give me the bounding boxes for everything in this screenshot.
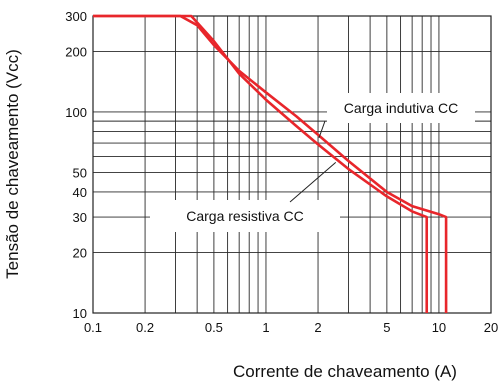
x-tick-label: 0.5: [205, 320, 223, 335]
annotation-label: Carga resistiva CC: [186, 208, 303, 224]
annotation-box: [150, 200, 340, 232]
x-tick-label: 5: [383, 320, 390, 335]
y-tick-label: 100: [65, 105, 87, 120]
grid: [93, 16, 491, 313]
tick-labels: 0.1 0.2 0.5 1 2 5 10 20 10 20 30 40 50 100 200 300: [65, 9, 498, 335]
y-axis-title: Tensão de chaveamento (Vcc): [3, 49, 22, 279]
annotation-box: [327, 93, 475, 123]
x-tick-label: 0.2: [136, 320, 154, 335]
annotations: Carga indutiva CC Carga resistiva CC: [186, 100, 458, 224]
x-axis-title: Corrente de chaveamento (A): [233, 362, 457, 381]
x-tick-label: 20: [484, 320, 498, 335]
y-tick-label: 30: [73, 210, 87, 225]
y-tick-label: 40: [73, 185, 87, 200]
plot-frame: [92, 15, 492, 314]
x-tick-label: 2: [314, 320, 321, 335]
series-line: [93, 14, 429, 313]
leader-line: [318, 120, 326, 138]
annotation-label: Carga indutiva CC: [344, 100, 458, 116]
x-tick-label: 0.1: [84, 320, 102, 335]
y-tick-label: 10: [73, 306, 87, 321]
x-tick-label: 10: [432, 320, 446, 335]
y-tick-label: 200: [65, 44, 87, 59]
leader-line: [289, 161, 337, 203]
series-layer: [93, 14, 448, 313]
y-tick-label: 20: [73, 245, 87, 260]
y-tick-label: 300: [65, 9, 87, 24]
x-tick-label: 1: [262, 320, 269, 335]
series-line: [93, 14, 448, 313]
y-tick-label: 50: [73, 165, 87, 180]
